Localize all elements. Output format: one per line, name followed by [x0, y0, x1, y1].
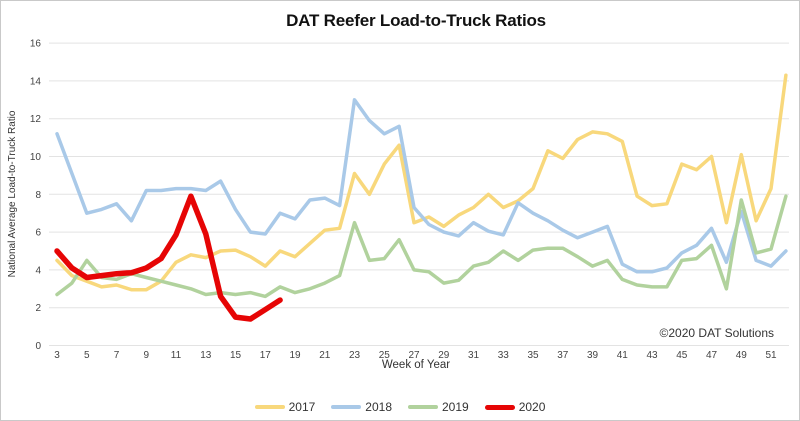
- x-tick-49: 49: [736, 350, 748, 361]
- x-tick-33: 33: [498, 350, 510, 361]
- legend-item-2019: 2019: [408, 400, 469, 414]
- y-tick-12: 12: [30, 114, 42, 125]
- x-tick-47: 47: [706, 350, 718, 361]
- legend-item-2017: 2017: [254, 400, 316, 414]
- legend-swatch-2019: [408, 405, 438, 409]
- x-tick-5: 5: [84, 350, 90, 361]
- legend-label-2019: 2019: [442, 400, 469, 414]
- x-tick-15: 15: [230, 350, 242, 361]
- legend-swatch-2017: [254, 405, 285, 409]
- y-tick-6: 6: [35, 228, 41, 239]
- legend-swatch-2020: [484, 404, 515, 410]
- y-tick-4: 4: [35, 265, 41, 276]
- x-tick-3: 3: [54, 350, 60, 361]
- y-axis-title: National Average Load-to-Truck Ratio: [7, 110, 18, 277]
- legend-label-2018: 2018: [365, 400, 392, 414]
- x-tick-35: 35: [527, 350, 539, 361]
- legend-label-2017: 2017: [288, 400, 316, 414]
- series-lines: [54, 73, 788, 322]
- legend-item-2018: 2018: [331, 400, 392, 414]
- legend-swatch-2018: [331, 405, 362, 409]
- y-tick-8: 8: [35, 190, 41, 201]
- legend-label-2020: 2020: [518, 400, 546, 414]
- x-tick-25: 25: [379, 350, 391, 361]
- y-tick-14: 14: [30, 76, 42, 87]
- x-tick-17: 17: [260, 350, 272, 361]
- y-tick-2: 2: [35, 303, 41, 314]
- x-tick-31: 31: [468, 350, 480, 361]
- x-tick-23: 23: [349, 350, 361, 361]
- x-tick-19: 19: [289, 350, 301, 361]
- y-tick-labels: 0 2 4 6 8 10 12 14 16: [30, 39, 42, 352]
- y-tick-16: 16: [30, 39, 42, 50]
- series-2017-line: [55, 73, 788, 292]
- x-tick-43: 43: [646, 350, 658, 361]
- series-2018-line: [55, 98, 788, 274]
- x-tick-29: 29: [438, 350, 450, 361]
- x-tick-21: 21: [319, 350, 331, 361]
- y-tick-0: 0: [35, 341, 41, 352]
- x-tick-51: 51: [765, 350, 777, 361]
- x-tick-9: 9: [143, 350, 149, 361]
- series-2019-line: [55, 194, 788, 299]
- legend-item-2020: 2020: [484, 400, 546, 414]
- copyright-note: ©2020 DAT Solutions: [659, 326, 774, 340]
- chart-title: DAT Reefer Load-to-Truck Ratios: [286, 11, 546, 30]
- x-tick-39: 39: [587, 350, 599, 361]
- chart-legend: 2017 2018 2019 2020: [1, 400, 799, 414]
- x-tick-11: 11: [171, 350, 182, 361]
- series-2020-line: [54, 193, 283, 322]
- x-tick-labels: 3 5 7 9 11 13 15 17 19 21 23 25 27 29 31 33 35 37 39 41 43 45…: [54, 350, 777, 361]
- x-tick-41: 41: [617, 350, 629, 361]
- x-tick-27: 27: [408, 350, 420, 361]
- x-tick-45: 45: [676, 350, 688, 361]
- x-axis-title: Week of Year: [381, 359, 451, 371]
- x-tick-7: 7: [114, 350, 120, 361]
- y-tick-10: 10: [30, 152, 42, 163]
- x-tick-13: 13: [200, 350, 212, 361]
- x-tick-37: 37: [557, 350, 569, 361]
- y-gridlines: [49, 42, 789, 346]
